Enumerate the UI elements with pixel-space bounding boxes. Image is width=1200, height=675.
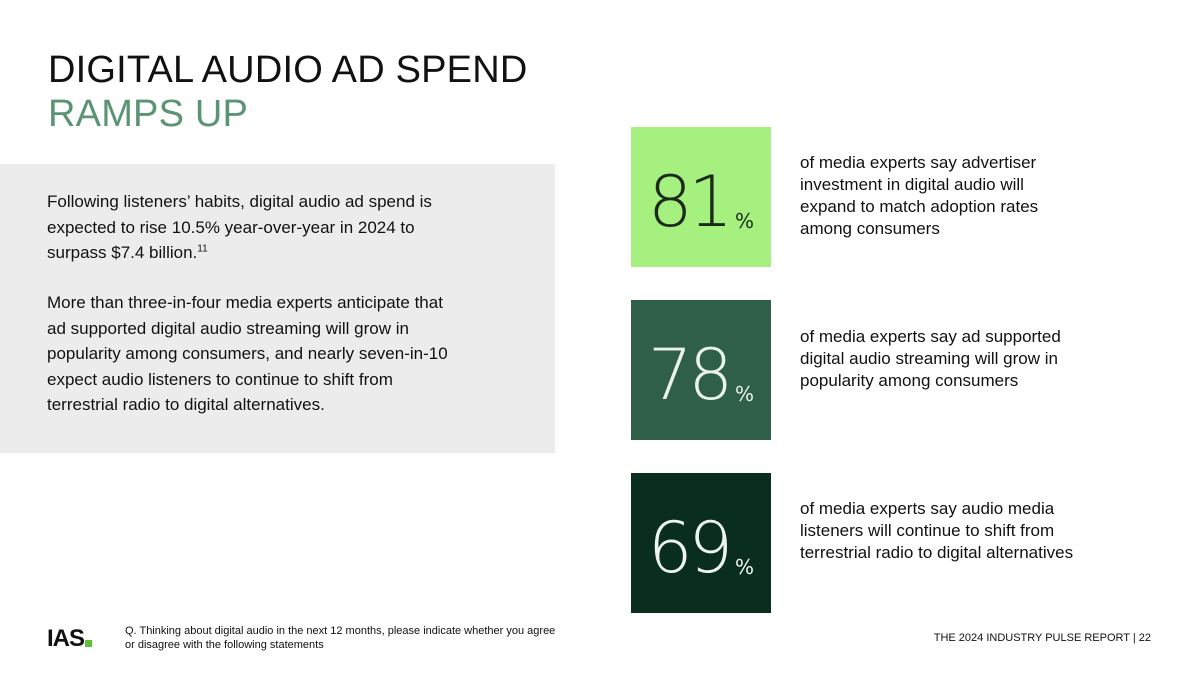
title-line-1: DIGITAL AUDIO AD SPEND — [48, 49, 528, 91]
stat-box-69: 69 % — [631, 473, 771, 613]
stat-box-81: 81 % — [631, 127, 771, 267]
summary-panel — [0, 164, 555, 453]
stat-value: 69 — [647, 507, 733, 589]
stat-description-69: of media experts say audio media listene… — [800, 499, 1074, 562]
report-label-page-number: THE 2024 INDUSTRY PULSE REPORT | 22 — [933, 632, 1151, 644]
summary-paragraph-1-text: Following listeners’ habits, digital aud… — [47, 192, 432, 262]
ias-logo: IAS — [47, 625, 93, 652]
summary-paragraph-2: More than three-in-four media experts an… — [47, 293, 448, 414]
summary-paragraph-1: Following listeners’ habits, digital aud… — [47, 189, 457, 266]
stat-value: 78 — [647, 334, 733, 416]
stat-unit: % — [735, 209, 755, 233]
stat-unit: % — [735, 382, 755, 406]
ias-logo-mark-icon — [85, 640, 93, 647]
logo-text: IAS — [47, 625, 85, 652]
page-title: DIGITAL AUDIO AD SPEND RAMPS UP — [48, 48, 528, 136]
footnote-reference: 11 — [197, 243, 208, 255]
survey-question-footnote: Q. Thinking about digital audio in the n… — [125, 625, 556, 651]
stat-unit: % — [735, 555, 755, 579]
stat-description-78: of media experts say ad supported digita… — [800, 327, 1061, 390]
title-line-2: RAMPS UP — [48, 93, 249, 135]
stat-description-81: of media experts say advertiser investme… — [800, 153, 1039, 238]
stat-value: 81 — [647, 161, 733, 243]
stat-box-78: 78 % — [631, 300, 771, 440]
